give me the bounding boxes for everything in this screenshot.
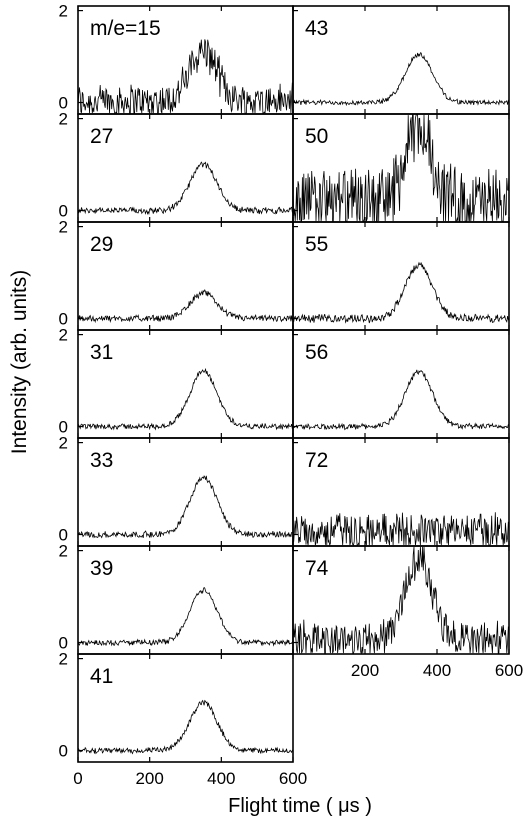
panel-12: 200 400 600 74 bbox=[292, 545, 523, 680]
x-tick-label-6-3: 600 bbox=[279, 769, 307, 788]
series-line-5 bbox=[77, 586, 294, 647]
panel-label-10: 56 bbox=[305, 341, 328, 364]
panel-5: 0 2 39 bbox=[59, 542, 294, 655]
x-tick-label-12-1: 400 bbox=[423, 661, 451, 680]
panel-label-4: 33 bbox=[90, 449, 113, 472]
panel-label-2: 29 bbox=[90, 233, 113, 256]
series-line-9 bbox=[292, 261, 510, 324]
series-line-7 bbox=[292, 52, 510, 107]
series-line-8 bbox=[292, 114, 510, 222]
y-tick-label-1-1: 2 bbox=[59, 110, 68, 129]
panel-label-3: 31 bbox=[90, 341, 113, 364]
x-axis-label: Flight time ( μs ) bbox=[228, 795, 372, 817]
series-line-2 bbox=[77, 289, 294, 324]
panel-frame-6 bbox=[77, 653, 294, 763]
series-line-12 bbox=[292, 546, 510, 655]
x-tick-label-6-0: 0 bbox=[73, 769, 82, 788]
y-tick-label-3-1: 2 bbox=[59, 326, 68, 345]
x-tick-label-12-0: 200 bbox=[351, 661, 379, 680]
y-tick-label-6-0: 0 bbox=[59, 742, 68, 761]
series-line-11 bbox=[292, 512, 510, 547]
panel-6: 0 2 0 200 400 600 41 bbox=[59, 650, 308, 788]
panel-label-9: 55 bbox=[305, 233, 328, 256]
series-line-4 bbox=[77, 475, 294, 539]
y-tick-label-2-0: 0 bbox=[59, 310, 68, 329]
panel-label-5: 39 bbox=[90, 557, 113, 580]
series-line-3 bbox=[77, 367, 294, 431]
panel-frame-12 bbox=[292, 545, 510, 655]
panel-label-0: m/e=15 bbox=[90, 17, 161, 40]
panel-label-7: 43 bbox=[305, 17, 328, 40]
panel-label-12: 74 bbox=[305, 557, 329, 580]
panel-label-1: 27 bbox=[90, 125, 113, 148]
panel-0: 0 2 m/e=15 bbox=[59, 2, 294, 115]
y-tick-label-4-1: 2 bbox=[59, 434, 68, 453]
panel-8: 50 bbox=[292, 113, 510, 223]
y-tick-label-0-0: 0 bbox=[59, 94, 68, 113]
panel-7: 43 bbox=[292, 5, 510, 115]
y-tick-label-3-0: 0 bbox=[59, 418, 68, 437]
panel-11: 72 bbox=[292, 437, 510, 547]
panel-2: 0 2 29 bbox=[59, 218, 294, 331]
panel-label-6: 41 bbox=[90, 665, 113, 688]
y-tick-label-6-1: 2 bbox=[59, 650, 68, 669]
y-tick-label-5-0: 0 bbox=[59, 634, 68, 653]
x-tick-label-12-2: 600 bbox=[495, 661, 523, 680]
y-tick-label-5-1: 2 bbox=[59, 542, 68, 561]
panel-label-8: 50 bbox=[305, 125, 328, 148]
panel-10: 56 bbox=[292, 329, 510, 439]
panel-4: 0 2 33 bbox=[59, 434, 294, 547]
series-line-10 bbox=[292, 369, 510, 431]
series-line-0 bbox=[77, 39, 294, 115]
y-tick-label-4-0: 0 bbox=[59, 526, 68, 545]
x-tick-label-6-2: 400 bbox=[207, 769, 235, 788]
panel-3: 0 2 31 bbox=[59, 326, 294, 439]
y-tick-label-0-1: 2 bbox=[59, 2, 68, 21]
x-tick-label-6-1: 200 bbox=[135, 769, 163, 788]
panel-9: 55 bbox=[292, 221, 510, 331]
series-line-1 bbox=[77, 161, 294, 216]
y-tick-label-1-0: 0 bbox=[59, 202, 68, 221]
y-axis-label: Intensity (arb. units) bbox=[8, 270, 31, 454]
panel-1: 0 2 27 bbox=[59, 110, 294, 223]
series-line-6 bbox=[77, 699, 294, 755]
panel-label-11: 72 bbox=[305, 449, 328, 472]
y-tick-label-2-1: 2 bbox=[59, 218, 68, 237]
